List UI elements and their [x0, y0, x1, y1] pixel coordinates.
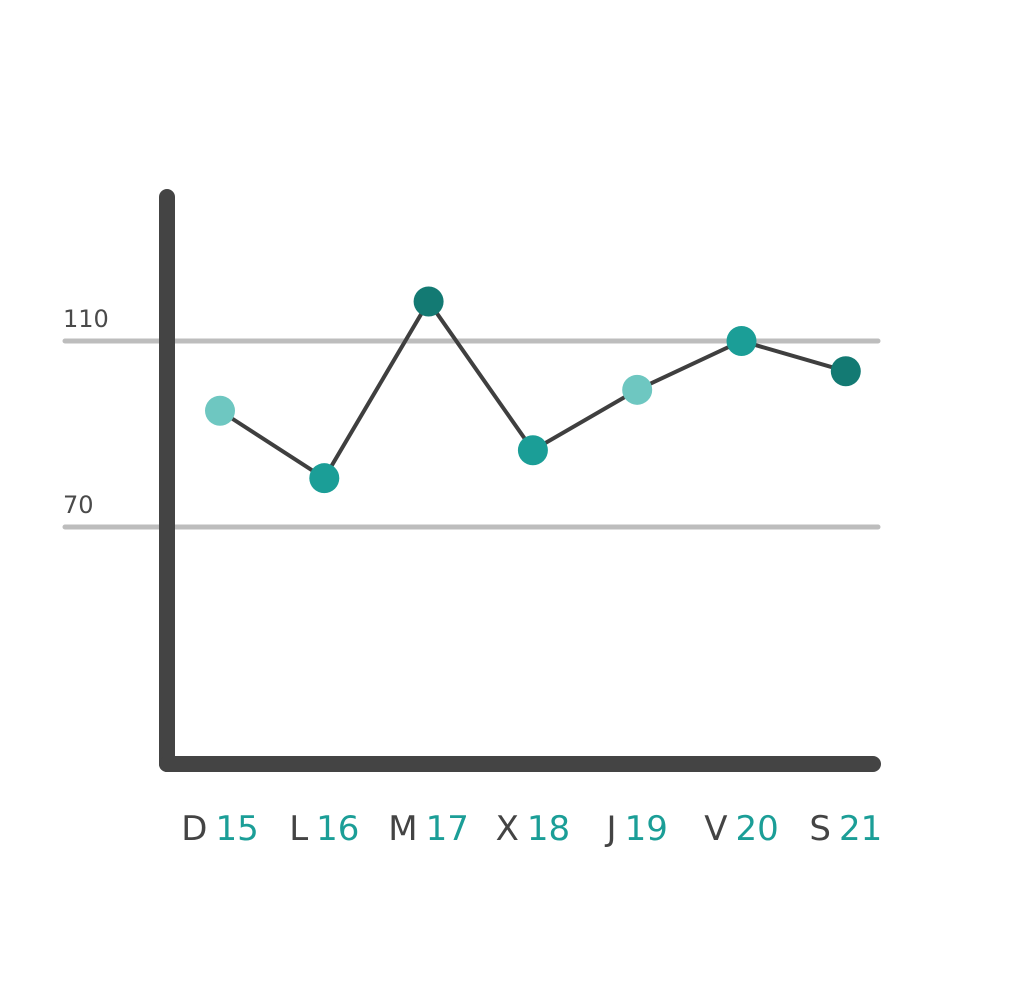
- axes: [159, 189, 881, 772]
- x-tick-label: D 15: [181, 809, 258, 849]
- x-tick-day-number: 20: [736, 809, 779, 849]
- x-tick-day-number: 17: [426, 809, 469, 849]
- x-tick-day-letter: D: [181, 809, 207, 849]
- x-tick-day-letter: V: [704, 809, 727, 849]
- data-point-L16: [309, 463, 340, 494]
- x-tick-day-number: 21: [839, 809, 882, 849]
- x-tick-day-letter: X: [496, 809, 519, 849]
- x-tick-day-letter: J: [605, 809, 617, 849]
- data-point-J19: [622, 374, 653, 405]
- y-tick-label: 110: [63, 305, 109, 333]
- x-tick-day-number: 19: [625, 809, 668, 849]
- x-tick-day-letter: M: [388, 809, 417, 849]
- x-tick-label: V 20: [704, 809, 779, 849]
- x-tick-labels: D 15 L 16 M 17 X 18 J 19 V 20 S 21: [181, 809, 882, 849]
- data-point-X18: [517, 435, 548, 466]
- x-tick-label: M 17: [388, 809, 469, 849]
- x-tick-day-letter: S: [809, 809, 831, 849]
- data-point-D15: [205, 395, 235, 426]
- x-tick-label: S 21: [809, 809, 882, 849]
- data-point-V20: [726, 326, 757, 356]
- x-tick-label: X 18: [496, 809, 571, 849]
- x-tick-day-number: 18: [527, 809, 570, 849]
- data-points: [205, 286, 861, 494]
- y-tick-labels: 70 110: [63, 305, 109, 519]
- x-tick-label: J 19: [605, 809, 668, 849]
- data-point-S21: [830, 356, 861, 387]
- gridlines: [62, 338, 881, 530]
- data-point-M17: [413, 286, 444, 317]
- x-tick-day-number: 15: [215, 809, 258, 849]
- x-tick-day-letter: L: [289, 809, 308, 849]
- x-tick-day-number: 16: [316, 809, 359, 849]
- x-tick-label: L 16: [289, 809, 359, 849]
- y-tick-label: 70: [63, 491, 94, 519]
